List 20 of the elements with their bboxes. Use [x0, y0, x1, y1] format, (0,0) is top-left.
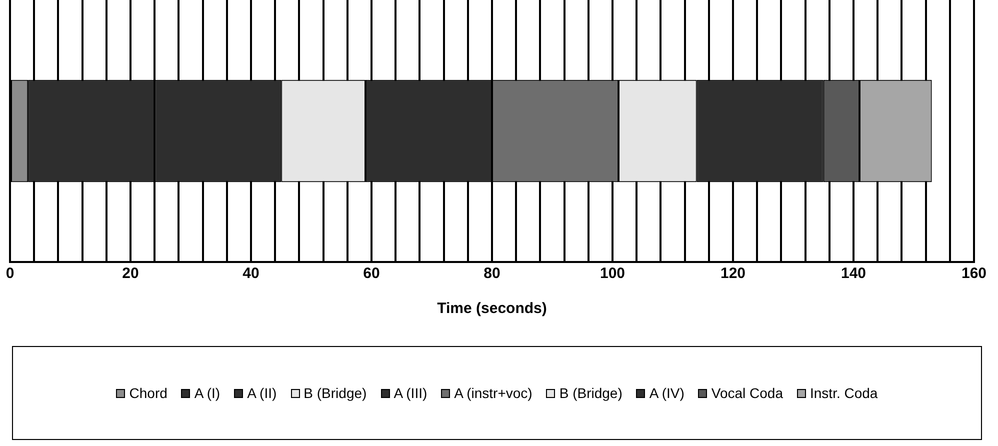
- x-tick-label: 160: [961, 265, 987, 282]
- legend-label: A (I): [194, 385, 220, 401]
- legend-label: Instr. Coda: [810, 385, 878, 401]
- legend-label: Chord: [129, 385, 168, 401]
- x-tick-label: 20: [122, 265, 139, 282]
- x-tick-label: 140: [840, 265, 866, 282]
- x-tick-label: 120: [720, 265, 746, 282]
- x-tick-label: 80: [484, 265, 500, 282]
- legend-label: A (II): [247, 385, 277, 401]
- x-tick-label: 60: [363, 265, 380, 282]
- x-axis-title: Time (seconds): [437, 300, 547, 318]
- legend-label: B (Bridge): [559, 385, 622, 401]
- x-tick-label: 40: [242, 265, 260, 282]
- x-tick-label: 0: [6, 265, 14, 282]
- legend-label: A (III): [394, 385, 428, 401]
- x-tick-label: 100: [600, 265, 626, 282]
- legend-label: A (instr+voc): [454, 385, 532, 401]
- legend-label: Vocal Coda: [711, 385, 783, 401]
- legend-label: B (Bridge): [304, 385, 367, 401]
- legend-label: A (IV): [649, 385, 684, 401]
